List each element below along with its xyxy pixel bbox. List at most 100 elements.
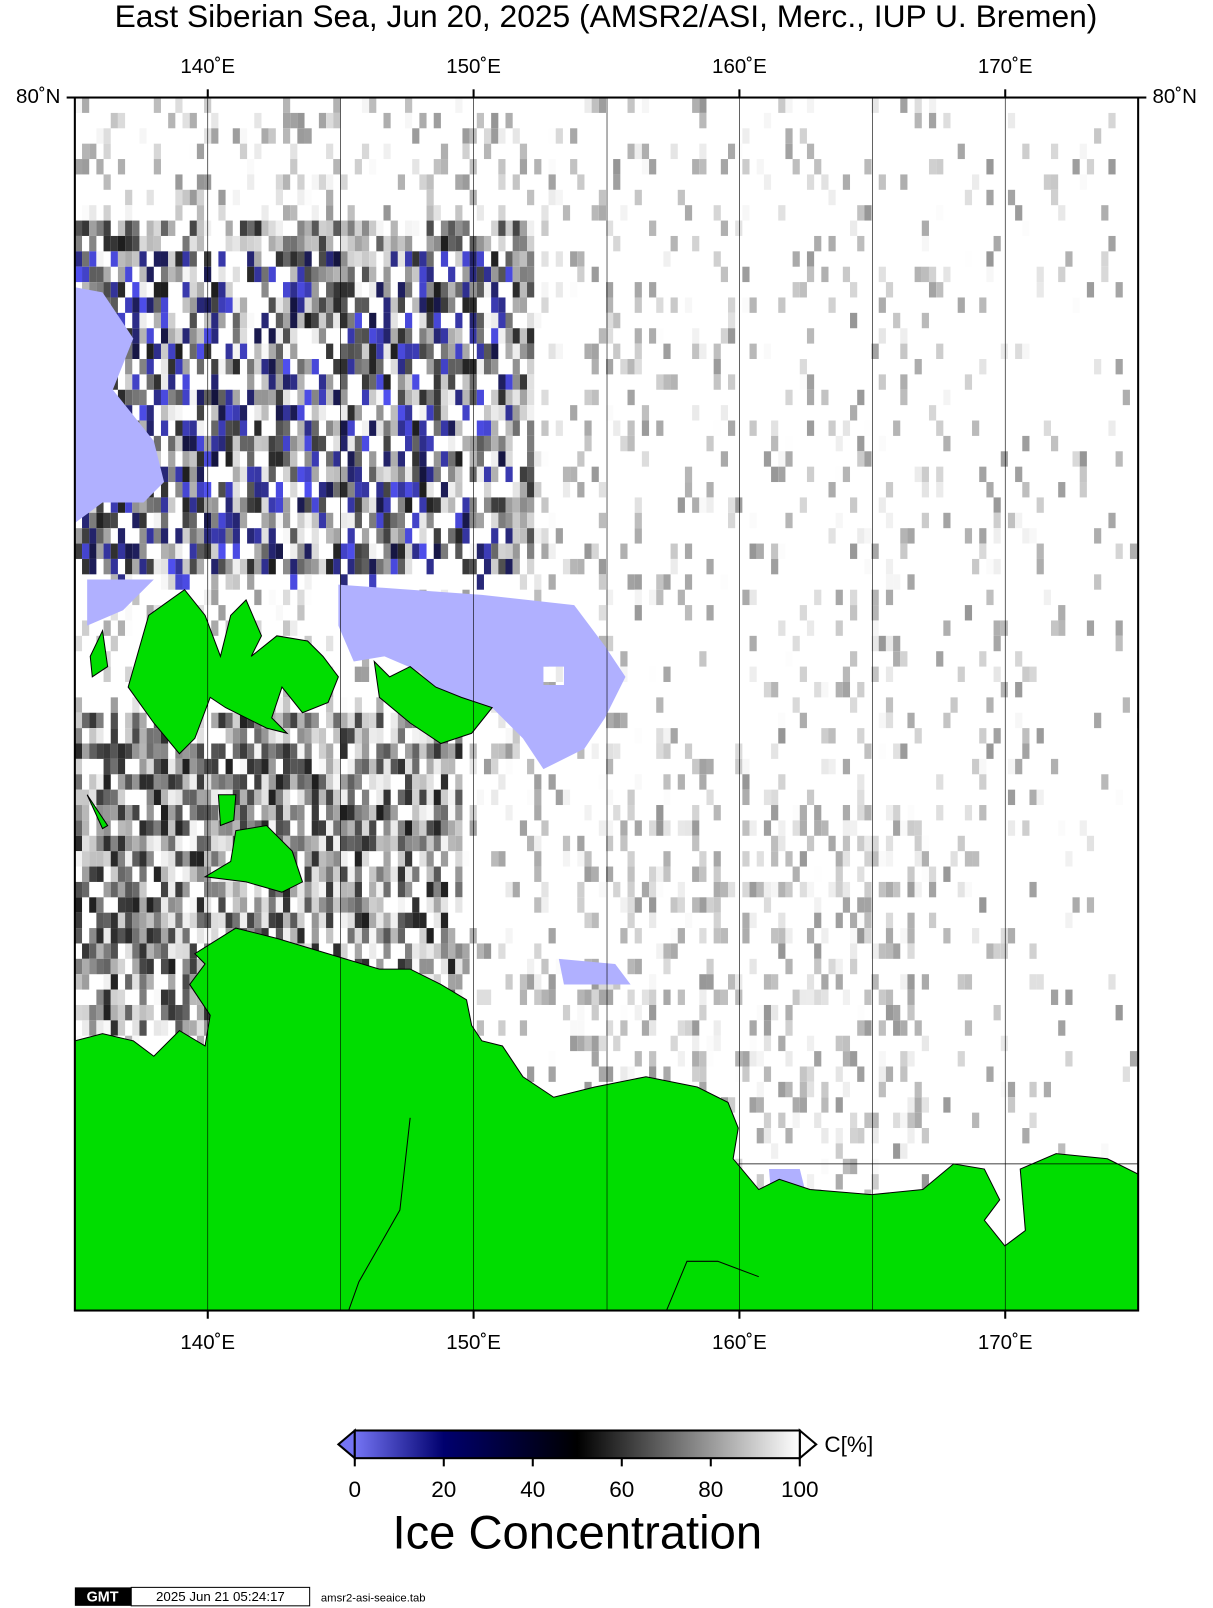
ice-cell — [1058, 1143, 1066, 1159]
ice-cell — [1094, 574, 1102, 590]
ice-cell — [699, 343, 707, 359]
ice-cell — [354, 805, 362, 821]
ice-cell — [713, 1035, 721, 1052]
ice-cell — [419, 820, 427, 836]
ice-cell — [376, 220, 384, 236]
ice-cell — [426, 805, 434, 821]
ice-cell — [541, 205, 549, 221]
ice-cell — [1000, 620, 1008, 636]
ice-cell — [1007, 820, 1016, 836]
colorbar-tick-label: 100 — [781, 1477, 819, 1502]
ice-cell — [74, 958, 83, 975]
ice-cell — [282, 743, 291, 759]
ice-cell — [125, 851, 133, 867]
ice-cell — [182, 958, 190, 975]
ice-cell — [168, 958, 176, 975]
ice-cell — [153, 528, 161, 544]
ice-cell — [1029, 1081, 1037, 1098]
ice-cell — [627, 866, 635, 882]
ice-cell — [634, 297, 642, 313]
ice-cell — [232, 897, 240, 913]
ice-cell — [713, 420, 721, 436]
ice-cell — [684, 205, 693, 221]
ice-cell — [469, 466, 477, 483]
ice-cell — [139, 558, 147, 575]
ice-cell — [1072, 297, 1080, 313]
ice-cell — [885, 282, 894, 298]
ice-cell — [462, 297, 470, 313]
ice-cell — [369, 497, 377, 513]
ice-cell — [677, 189, 685, 206]
ice-cell — [907, 712, 915, 729]
ice-cell — [290, 805, 298, 821]
ice-cell — [376, 958, 384, 975]
ice-cell — [512, 558, 520, 575]
ice-cell — [921, 1097, 929, 1113]
ice-cell — [139, 758, 147, 775]
ice-cell — [1115, 789, 1123, 806]
ice-cell — [842, 989, 851, 1005]
ice-cell — [1022, 343, 1030, 359]
ice-cell — [641, 420, 650, 436]
ice-cell — [290, 112, 298, 129]
ice-cell — [483, 405, 492, 421]
ice-cell — [311, 420, 319, 436]
ice-cell — [806, 97, 815, 113]
ice-cell — [605, 835, 614, 852]
ice-cell — [390, 420, 398, 436]
ice-cell — [957, 666, 965, 682]
ice-cell — [742, 159, 750, 175]
ice-cell — [290, 266, 298, 283]
ice-cell — [900, 1051, 908, 1067]
ice-cell — [361, 820, 370, 836]
ice-cell — [957, 1051, 965, 1067]
ice-cell — [354, 866, 362, 882]
ice-cell — [684, 743, 693, 759]
ice-cell — [153, 97, 161, 113]
ice-cell — [261, 728, 269, 744]
ice-cell — [297, 743, 305, 759]
ice-cell — [850, 543, 858, 559]
ice-cell — [196, 174, 205, 190]
ice-cell — [850, 1158, 858, 1175]
ice-cell — [261, 512, 269, 529]
ice-cell — [455, 897, 463, 913]
ice-cell — [89, 220, 97, 236]
ice-cell — [160, 912, 169, 929]
ice-cell — [821, 1158, 829, 1175]
ice-cell — [318, 482, 327, 498]
ice-cell — [361, 805, 370, 821]
ice-cell — [397, 358, 406, 375]
ice-cell — [383, 435, 391, 452]
ice-cell — [778, 543, 786, 559]
ice-cell — [160, 343, 169, 359]
ice-cell — [993, 635, 1001, 652]
ice-cell — [519, 482, 528, 498]
ice-cell — [419, 405, 427, 421]
ice-cell — [290, 328, 298, 344]
ice-cell — [893, 743, 901, 759]
ice-cell — [656, 420, 664, 436]
ice-cell — [692, 1066, 700, 1082]
ice-cell — [562, 1004, 571, 1021]
ice-cell — [771, 543, 779, 559]
ice-cell — [405, 482, 413, 498]
ice-cell — [376, 881, 384, 898]
ice-cell — [605, 220, 614, 236]
ice-cell — [692, 405, 700, 421]
ice-cell — [634, 897, 642, 913]
ice-cell — [591, 866, 599, 882]
ice-cell — [297, 728, 305, 744]
ice-cell — [182, 512, 190, 529]
ice-cell — [433, 159, 441, 175]
ice-cell — [519, 405, 528, 421]
ice-cell — [132, 928, 140, 944]
ice-cell — [282, 251, 291, 267]
ice-cell — [390, 866, 398, 882]
ice-cell — [914, 112, 922, 129]
ice-cell — [196, 1020, 205, 1036]
ice-cell — [117, 989, 126, 1005]
ice-cell — [900, 374, 908, 390]
ice-cell — [627, 881, 635, 898]
ice-cell — [89, 1004, 97, 1021]
